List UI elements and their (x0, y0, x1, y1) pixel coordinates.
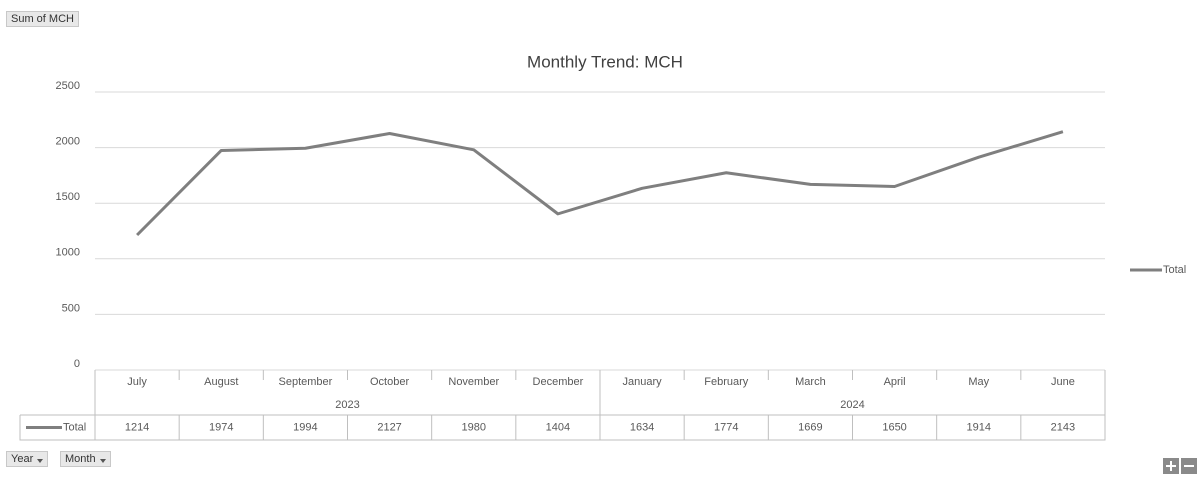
data-table-value: 1214 (125, 421, 149, 433)
table-series-name: Total (63, 421, 86, 433)
axis-field-button[interactable]: Year (6, 451, 49, 467)
axis-field-button[interactable]: Month (60, 451, 111, 467)
x-tick-label: August (204, 376, 238, 388)
data-table-value: 1404 (546, 421, 570, 433)
x-tick-label: December (533, 376, 584, 388)
series-line (136, 130, 1064, 237)
x-tick-label: July (127, 376, 147, 388)
y-tick-label: 500 (62, 302, 80, 314)
x-tick-label: January (623, 376, 663, 388)
x-tick-label: September (279, 376, 333, 388)
plus-icon (1166, 461, 1176, 471)
data-table-value: 1914 (967, 421, 991, 433)
x-tick-label: June (1051, 376, 1075, 388)
chart-title: Monthly Trend: MCH (527, 52, 683, 71)
x-tick-label: October (370, 376, 409, 388)
data-table-value: 1669 (798, 421, 822, 433)
x-group-label: 2023 (335, 399, 359, 411)
x-group-label: 2024 (840, 399, 864, 411)
data-table-value: 2127 (377, 421, 401, 433)
data-table-value: 1634 (630, 421, 654, 433)
x-tick-label: May (968, 376, 989, 388)
x-tick-label: February (704, 376, 749, 388)
y-tick-label: 2000 (56, 136, 80, 148)
y-tick-label: 0 (74, 358, 80, 370)
data-table-value: 1650 (882, 421, 906, 433)
expand-collapse[interactable] (1163, 458, 1197, 474)
data-table-value: 2143 (1051, 421, 1075, 433)
data-table-value: 1974 (209, 421, 233, 433)
x-tick-label: November (448, 376, 499, 388)
y-tick-label: 1000 (56, 247, 80, 259)
x-tick-label: April (884, 376, 906, 388)
data-table-value: 1774 (714, 421, 738, 433)
data-table-value: 1994 (293, 421, 317, 433)
value-field-button[interactable]: Sum of MCH (6, 11, 79, 27)
x-tick-label: March (795, 376, 826, 388)
legend-label: Total (1163, 264, 1186, 276)
data-table-value: 1980 (462, 421, 486, 433)
y-tick-label: 1500 (56, 191, 80, 203)
y-tick-label: 2500 (56, 80, 80, 92)
